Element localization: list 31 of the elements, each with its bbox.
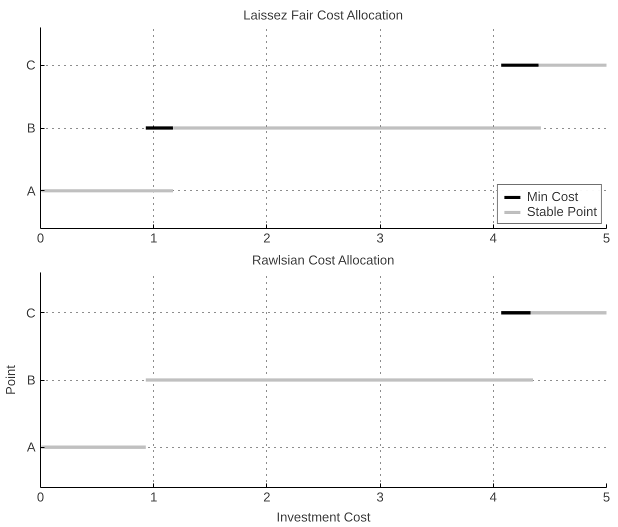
legend-label: Min Cost (526, 189, 578, 204)
bar (530, 311, 606, 314)
x-tick-label: 4 (490, 230, 497, 246)
x-tick-label: 3 (376, 230, 384, 246)
x-tick-label: 5 (602, 230, 610, 246)
y-tick-label: B (26, 120, 36, 136)
x-tick-label: 1 (150, 490, 158, 504)
y-tick-label: B (26, 372, 36, 388)
y-tick-label: A (26, 440, 36, 455)
y-axis-title: Point (3, 364, 18, 395)
bar (501, 64, 539, 67)
x-tick-label: 0 (36, 230, 44, 246)
y-tick-label: C (26, 58, 36, 73)
x-tick-label: 2 (263, 230, 271, 246)
x-tick-label: 2 (263, 490, 271, 504)
chart-title: Rawlsian Cost Allocation (252, 252, 394, 268)
x-tick-label: 5 (602, 490, 610, 504)
x-tick-label: 4 (490, 490, 497, 504)
bar (172, 126, 541, 130)
x-tick-label: 3 (376, 490, 384, 504)
bar (538, 64, 606, 67)
x-tick-label: 1 (150, 230, 158, 246)
legend-label: Stable Point (526, 204, 597, 219)
chart-title: Laissez Fair Cost Allocation (243, 8, 403, 22)
x-tick-label: 0 (36, 490, 44, 504)
bar (40, 446, 146, 449)
y-tick-label: C (26, 305, 36, 320)
bar (40, 189, 173, 192)
y-tick-label: A (26, 183, 36, 198)
x-axis-title: Investment Cost (276, 510, 371, 524)
bar (501, 311, 531, 314)
